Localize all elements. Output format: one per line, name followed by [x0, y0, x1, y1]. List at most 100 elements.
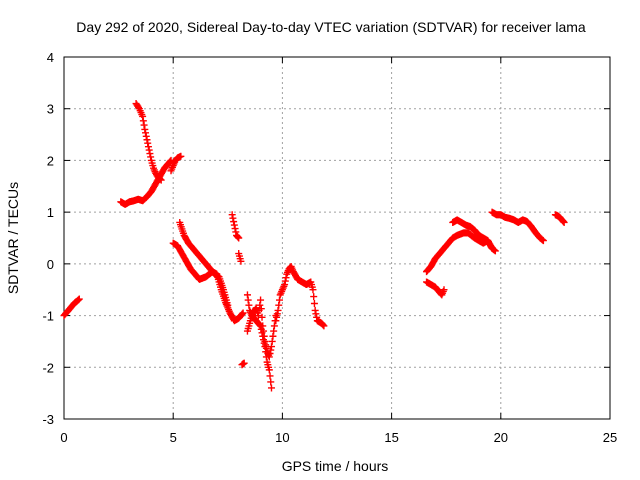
data-point	[273, 310, 281, 318]
data-point	[260, 332, 268, 340]
data-point	[440, 286, 448, 294]
data-point	[313, 313, 321, 321]
data-point	[139, 117, 147, 125]
data-point	[235, 234, 243, 242]
data-point	[230, 221, 238, 229]
data-point	[487, 243, 495, 251]
data-point	[265, 366, 273, 374]
data-point	[259, 322, 267, 330]
data-point	[312, 310, 320, 318]
data-point	[270, 327, 278, 335]
x-tick-label: 15	[384, 430, 398, 445]
x-tick-labels: 0 5 10 15 20 25	[60, 430, 617, 445]
data-point	[145, 146, 153, 154]
data-point	[265, 353, 273, 361]
data-point	[539, 237, 547, 245]
data-point	[319, 321, 327, 329]
data-point	[245, 301, 253, 309]
y-tick-label: -1	[42, 309, 54, 324]
data-point	[267, 346, 275, 354]
data-point	[254, 312, 262, 320]
data-point	[281, 281, 289, 289]
data-point	[274, 306, 282, 314]
data-point	[244, 296, 252, 304]
data-point	[310, 293, 318, 301]
data-point	[166, 157, 174, 165]
data-point	[234, 233, 242, 241]
data-point	[282, 274, 290, 282]
data-point	[273, 313, 281, 321]
data-point	[147, 153, 155, 161]
data-point	[311, 306, 319, 314]
chart-title: Day 292 of 2020, Sidereal Day-to-day VTE…	[76, 19, 586, 35]
data-point	[266, 372, 274, 380]
plot-frame	[63, 56, 611, 420]
data-point	[560, 218, 568, 226]
data-point	[559, 218, 567, 226]
axis-ticks	[63, 56, 611, 420]
data-point	[488, 244, 496, 252]
data-point	[267, 378, 275, 386]
x-tick-label: 0	[60, 430, 67, 445]
data-point	[257, 296, 265, 304]
data-point	[144, 139, 152, 147]
x-tick-label: 20	[494, 430, 508, 445]
x-tick-label: 5	[170, 430, 177, 445]
data-point	[75, 295, 83, 303]
data-point	[256, 301, 264, 309]
x-tick-label: 10	[275, 430, 289, 445]
data-point	[237, 257, 245, 265]
data-point	[266, 349, 274, 357]
data-point	[144, 143, 152, 151]
data-point	[231, 225, 239, 233]
data-point	[156, 175, 164, 183]
data-point	[143, 136, 151, 144]
data-point	[140, 121, 148, 129]
data-point	[238, 310, 246, 318]
data-point	[224, 301, 232, 309]
data-point	[309, 286, 317, 294]
data-point	[262, 344, 270, 352]
data-point	[275, 296, 283, 304]
data-point	[229, 214, 237, 222]
data-point	[239, 309, 247, 317]
data-point	[272, 317, 280, 325]
y-axis-label: SDTVAR / TECUs	[5, 182, 21, 294]
data-point	[270, 322, 278, 330]
y-tick-label: 0	[47, 257, 54, 272]
data-point	[258, 313, 266, 321]
data-point	[267, 384, 275, 392]
data-point	[142, 132, 150, 140]
data-point	[230, 218, 238, 226]
y-tick-label: -2	[42, 360, 54, 375]
data-point	[269, 332, 277, 340]
data-point	[259, 327, 267, 335]
data-point	[262, 341, 270, 349]
data-point	[232, 228, 240, 236]
y-tick-label: 1	[47, 205, 54, 220]
data-point	[320, 322, 328, 330]
data-point	[228, 211, 236, 219]
y-tick-label: -3	[42, 412, 54, 427]
y-tick-label: 4	[47, 50, 54, 65]
grid-lines	[64, 57, 610, 419]
data-point	[267, 343, 275, 351]
x-axis-label: GPS time / hours	[282, 458, 389, 474]
data-point	[240, 359, 248, 367]
data-point	[157, 176, 165, 184]
data-point	[233, 232, 241, 240]
y-tick-label: 3	[47, 102, 54, 117]
data-point	[257, 305, 265, 313]
data-point	[281, 277, 289, 285]
data-point	[243, 291, 251, 299]
data-point	[142, 129, 150, 137]
data-point	[141, 125, 149, 133]
y-tick-label: 2	[47, 153, 54, 168]
data-point	[261, 337, 269, 345]
x-tick-label: 25	[603, 430, 617, 445]
data-point	[268, 337, 276, 345]
y-tick-labels: -3 -2 -1 0 1 2 3 4	[42, 50, 54, 427]
data-point	[146, 150, 154, 158]
data-point	[275, 301, 283, 309]
